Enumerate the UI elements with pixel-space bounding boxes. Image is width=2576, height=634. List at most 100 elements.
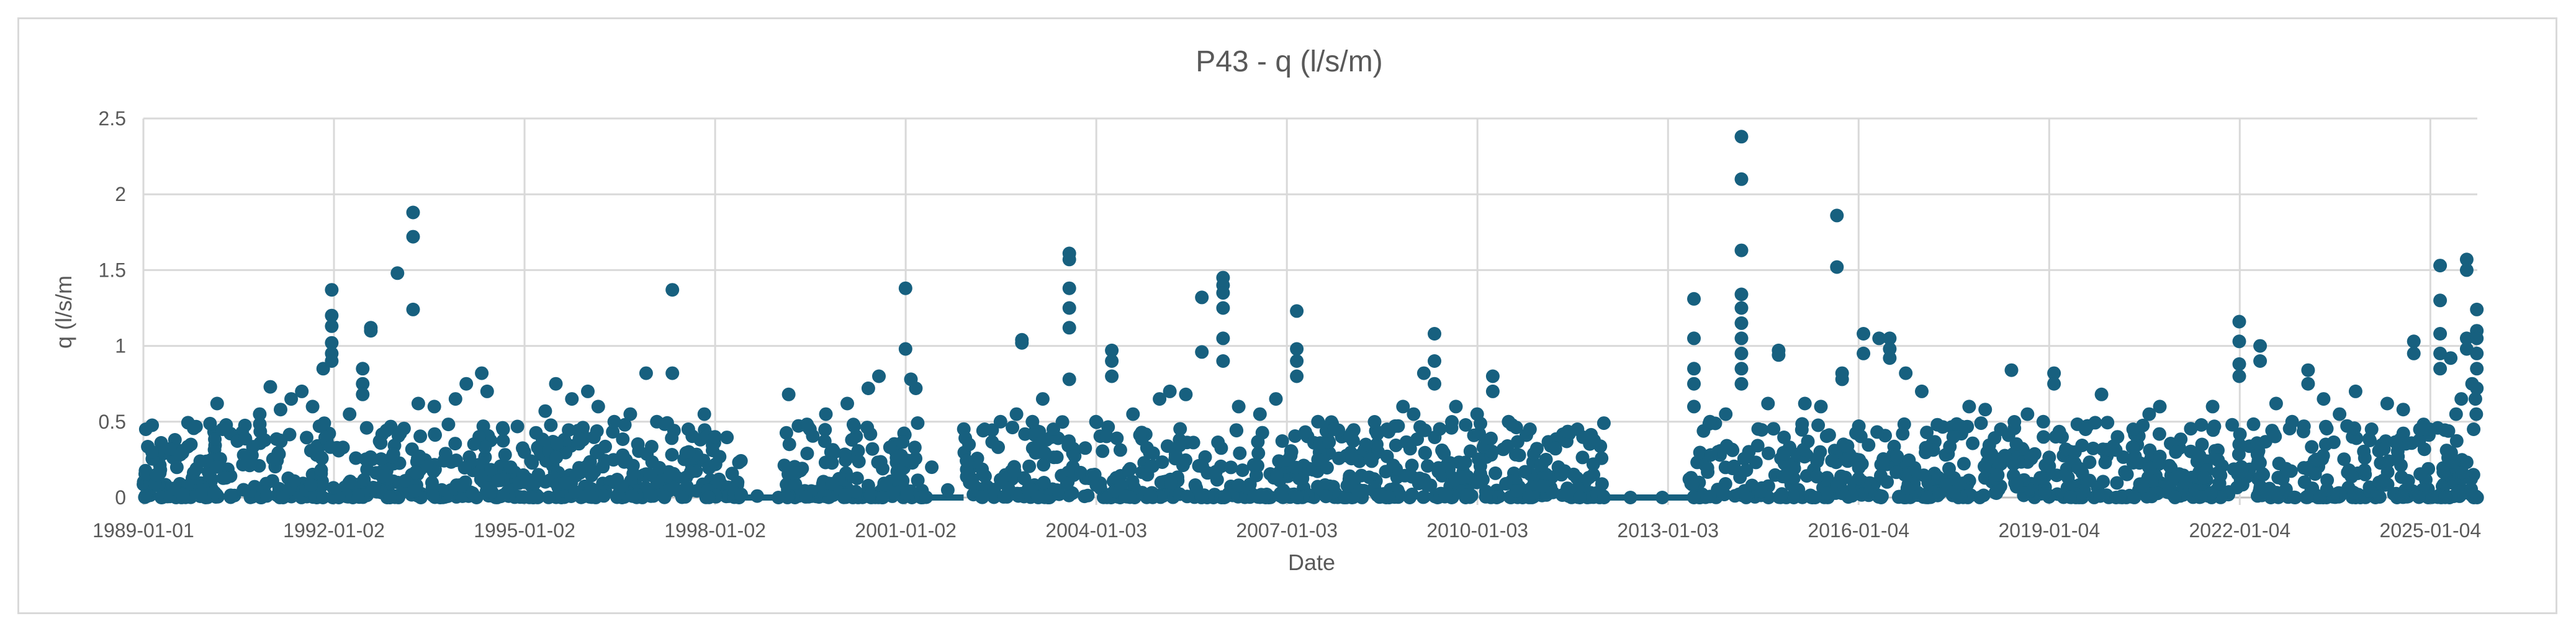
data-point [1997,449,2012,463]
data-point [2232,437,2246,452]
data-point [1179,453,1192,467]
data-point [615,479,629,493]
data-point [207,486,222,499]
data-point [1269,392,1283,406]
data-point [1025,441,1040,455]
data-point [997,489,1011,504]
data-point [1089,414,1103,429]
data-point [2042,450,2056,465]
data-point [901,453,915,468]
data-point [2309,452,2323,467]
data-point [1284,449,1298,463]
data-point [1539,452,1553,467]
data-point [2268,429,2282,444]
data-point [203,416,217,431]
data-point [1767,422,1781,436]
data-point [940,483,955,497]
data-point [2168,490,2182,504]
data-point [2318,419,2333,434]
data-point [1685,478,1700,492]
data-point [2396,403,2410,417]
data-point [1595,477,1609,491]
data-point [2436,465,2451,480]
data-point [2207,419,2222,434]
data-point [1173,422,1187,436]
data-point [2253,354,2268,368]
data-point [1733,470,1747,484]
data-point [838,447,852,462]
data-point [1096,444,1110,458]
data-point [276,491,290,504]
data-point [2153,449,2167,463]
data-point [626,467,641,481]
x-axis-title: Date [1288,550,1335,575]
data-point [1742,445,1756,459]
data-point [1224,460,1238,475]
data-point [1780,467,1794,481]
data-point [663,467,677,480]
data-point [411,451,425,465]
data-point [215,422,230,436]
data-point [1405,458,1419,473]
data-point [1883,351,1897,365]
data-point [1880,475,1894,489]
data-point [1062,372,1076,386]
data-point [425,476,439,490]
data-point [1461,470,1475,484]
data-point [1947,485,1961,499]
data-point [1902,453,1916,467]
data-point [1734,362,1749,376]
data-point [1950,417,1964,431]
data-point [325,354,339,368]
data-point [587,465,601,478]
data-point [356,377,370,391]
data-point [325,319,339,333]
x-tick-label: 1992-01-02 [283,519,385,542]
data-point [1536,479,1550,493]
data-point [657,490,672,504]
data-point [960,453,974,468]
data-point [413,429,428,444]
data-point [1485,384,1500,398]
data-point [1061,465,1075,480]
data-point [386,447,400,462]
data-point [2162,458,2176,473]
data-point [1232,400,1246,414]
data-point [1775,487,1789,501]
data-point [510,419,525,434]
data-point [1407,407,1421,421]
data-point [1290,304,1304,318]
data-point [475,366,489,380]
data-point [210,460,224,474]
data-point [1459,418,1473,432]
data-point [819,407,833,421]
data-point [878,478,893,492]
data-point [253,417,267,431]
data-point [1942,462,1956,476]
data-point [675,490,689,504]
data-point [2413,467,2428,481]
data-point [1040,433,1054,447]
data-point [1089,478,1104,493]
data-point [1946,430,1960,444]
data-point [408,484,422,498]
data-point [898,281,912,295]
data-point [1808,491,1822,504]
data-point [1762,446,1775,460]
data-point [2288,491,2302,504]
data-point [909,382,923,395]
data-point [138,422,153,436]
data-point [189,419,203,434]
data-point [1371,488,1384,502]
data-point [1290,369,1304,383]
data-point [840,396,854,411]
data-point [2337,452,2351,467]
data-point [824,445,838,459]
data-point [2037,430,2051,444]
data-point [665,448,679,462]
data-point [799,489,813,504]
data-point [2135,479,2150,493]
data-point [2423,422,2437,436]
data-point [467,437,481,451]
data-point [1140,468,1155,482]
